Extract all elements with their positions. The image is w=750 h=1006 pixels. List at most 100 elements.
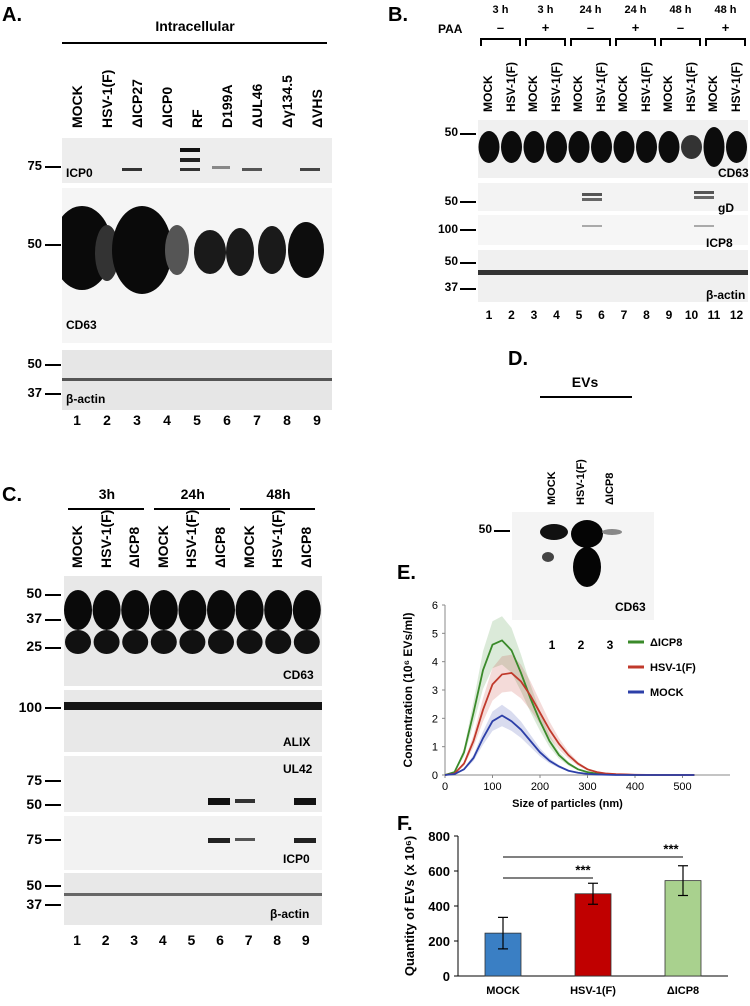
e-x-tick-label: 500 <box>673 781 691 793</box>
e-legend-label: ΔICP8 <box>650 637 682 649</box>
band-b-cd63 <box>703 127 725 167</box>
group-paa-b: + <box>631 20 640 35</box>
lane-label-b: HSV-1(F) <box>548 61 563 112</box>
band-c-cd63-lower <box>293 630 320 654</box>
lane-number-a: 6 <box>223 412 231 428</box>
e-legend-label: HSV-1(F) <box>650 662 696 674</box>
blot-b-gd-label: gD <box>718 201 734 215</box>
band-b-cd63 <box>726 131 747 163</box>
blot-d-cd63-label: CD63 <box>615 600 646 614</box>
marker-d-cd63-50: 50 <box>478 522 492 536</box>
group-paa-b: – <box>676 20 685 35</box>
group-bracket-b <box>660 38 662 46</box>
lane-label-a: RF <box>189 109 205 128</box>
f-y-tick-label: 800 <box>428 829 450 844</box>
f-category-label: MOCK <box>486 985 520 997</box>
lane-number-b: 9 <box>665 308 673 322</box>
blot-c-ul42 <box>64 756 322 812</box>
e-series-band <box>445 704 695 775</box>
blot-a-cd63 <box>62 188 332 343</box>
group-bracket-b <box>609 38 611 46</box>
group-bracket-b <box>480 38 521 40</box>
marker-c-actin-50: 50 <box>26 877 42 893</box>
group-bracket-b <box>699 38 701 46</box>
group-time-b: 48 h <box>714 4 737 16</box>
group-bracket-b <box>525 38 527 46</box>
blot-b-actin <box>478 250 748 302</box>
blot-b-icp8 <box>478 215 748 245</box>
lane-label-c: ΔICP8 <box>126 526 143 568</box>
group-bracket-b <box>705 38 746 40</box>
lane-label-a: MOCK <box>69 85 85 128</box>
group-time-b: 3 h <box>537 4 554 16</box>
e-x-tick-label: 400 <box>626 781 644 793</box>
lane-number-b: 5 <box>575 308 583 322</box>
lane-label-a: ΔUL46 <box>249 83 265 128</box>
blot-b-cd63-label: CD63 <box>718 166 749 180</box>
group-rule-c <box>68 508 144 510</box>
lane-label-b: HSV-1(F) <box>728 61 743 112</box>
band-c-cd63-upper <box>207 590 235 630</box>
blot-c-alix <box>64 690 322 752</box>
panel-d-header: EVs <box>571 374 599 390</box>
lane-number-b: 10 <box>684 308 699 322</box>
lane-number-d: 3 <box>606 638 614 652</box>
band-b-cd63 <box>658 131 680 163</box>
marker-c-cd63-37: 37 <box>26 610 42 626</box>
lane-label-c: ΔICP8 <box>297 526 314 568</box>
blot-a-actin-label: β-actin <box>66 392 106 406</box>
group-bracket-b <box>519 38 521 46</box>
group-rule-c <box>153 508 230 510</box>
panel-a-label: A. <box>2 4 22 26</box>
lane-number-b: 6 <box>598 308 605 322</box>
band-c-cd63-upper <box>92 590 121 630</box>
marker-c-actin-37: 37 <box>26 896 42 912</box>
e-y-tick-label: 6 <box>432 600 438 612</box>
blot-b-icp8-label: ICP8 <box>706 236 733 250</box>
marker-b-cd63-50: 50 <box>444 125 458 139</box>
lane-label-a: ΔVHS <box>309 89 325 128</box>
blot-c-cd63-label: CD63 <box>283 668 314 682</box>
panel-a-header-rule <box>62 42 327 44</box>
lane-label-a: ΔICP27 <box>129 79 145 128</box>
lane-number-b: 1 <box>485 308 493 322</box>
f-y-tick-label: 600 <box>428 864 450 879</box>
f-bar <box>574 893 612 977</box>
lane-label-b: MOCK <box>481 75 495 112</box>
band-b-cd63 <box>501 131 522 163</box>
lane-number-b: 7 <box>620 308 628 322</box>
marker-b-icp8-100: 100 <box>437 222 458 236</box>
chart-e: 0 1 2 3 4 5 6 0 100 200 300 400 500 ΔICP8 HSV-1(F) MOCK… <box>401 600 730 810</box>
band-b-cd63 <box>523 131 545 163</box>
lane-number-d: 2 <box>577 638 585 652</box>
lane-number-c: 1 <box>73 932 81 948</box>
blot-b-cd63 <box>478 120 748 178</box>
lane-label-a: Δγ134.5 <box>279 75 295 128</box>
group-bracket-b <box>615 38 656 40</box>
lane-number-b: 12 <box>729 308 744 322</box>
lane-number-c: 4 <box>158 932 167 948</box>
group-bracket-b <box>654 38 656 46</box>
lane-number-a: 8 <box>283 412 291 428</box>
f-y-tick-label: 200 <box>428 934 450 949</box>
group-time-b: 3 h <box>492 4 509 16</box>
band-b-cd63 <box>478 131 500 163</box>
f-y-label: Quantity of EVs (x 10⁶) <box>402 836 417 976</box>
group-rule-c <box>239 508 316 510</box>
lane-number-a: 4 <box>163 412 171 428</box>
group-paa-b: + <box>721 20 730 35</box>
group-time-b: 24 h <box>624 4 647 16</box>
band-c-cd63-upper <box>149 590 178 630</box>
lane-number-d: 1 <box>548 638 556 652</box>
f-y-tick-label: 0 <box>443 969 450 984</box>
lane-number-c: 5 <box>187 932 196 948</box>
blot-c-ul42-label: UL42 <box>283 762 313 776</box>
lane-number-c: 2 <box>101 932 110 948</box>
lane-number-c: 9 <box>301 932 310 948</box>
panel-b-label: B. <box>388 4 408 26</box>
group-time-b: 24 h <box>579 4 602 16</box>
e-x-label: Size of particles (nm) <box>512 798 623 810</box>
lane-label-d: ΔICP8 <box>604 472 616 505</box>
lane-label-b: HSV-1(F) <box>593 61 608 112</box>
lane-label-d: HSV-1(F) <box>575 459 587 505</box>
